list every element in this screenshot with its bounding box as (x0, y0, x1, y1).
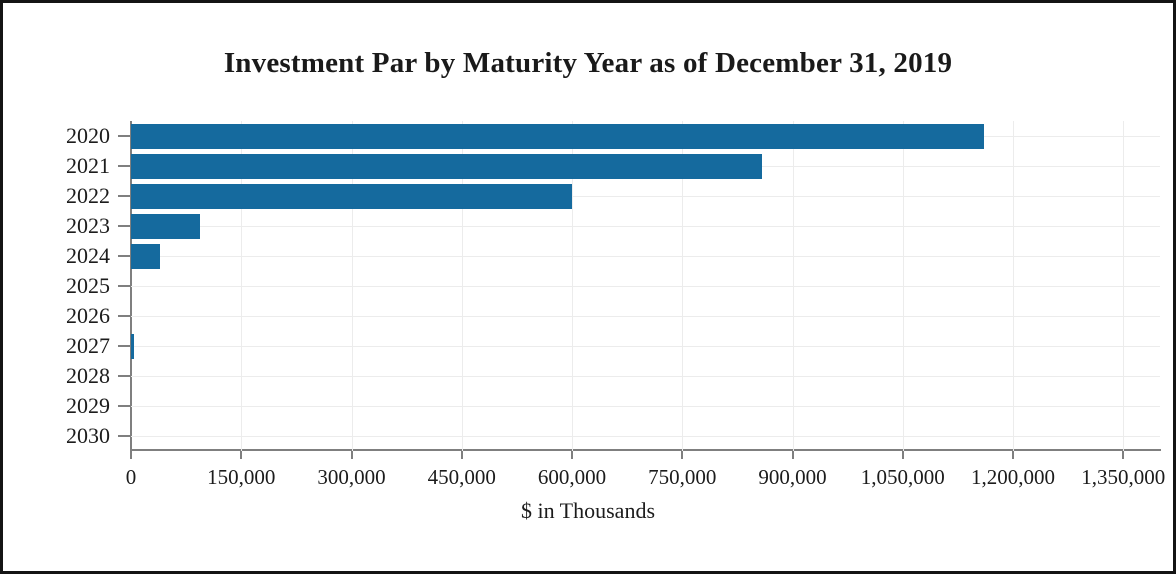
bar-2022 (131, 183, 572, 209)
y-axis-label: 2021 (66, 153, 110, 178)
bar-2024 (131, 243, 161, 269)
x-axis-tick-mark (1122, 451, 1125, 459)
y-axis-label: 2028 (66, 363, 110, 388)
y-axis-tick-mark (118, 165, 131, 167)
y-axis-label: 2030 (66, 423, 110, 448)
x-axis-tick-mark (791, 451, 794, 459)
horizontal-gridline (131, 316, 1160, 317)
horizontal-gridline (131, 256, 1160, 257)
horizontal-gridline (131, 346, 1160, 347)
x-axis-line (130, 449, 1161, 451)
y-axis-line (130, 121, 132, 453)
x-axis-title: $ in Thousands (520, 498, 656, 523)
bar-2020 (131, 123, 984, 149)
horizontal-gridline (131, 286, 1160, 287)
x-axis-tick-mark (571, 451, 573, 459)
plot-area: 0 150,000 300,000 450,000 600,000 750,000 900,… (66, 121, 1165, 489)
x-axis-tick-mark (901, 451, 904, 459)
x-axis-tick-label: 1,200,000 (971, 465, 1055, 489)
y-axis-tick-mark (118, 405, 131, 407)
y-axis-tick-mark (118, 225, 131, 227)
x-axis-tick-label: 150,000 (207, 465, 276, 489)
y-axis-label: 2029 (66, 393, 110, 418)
y-axis-tick-mark (118, 435, 131, 437)
y-axis-label: 2027 (66, 333, 110, 358)
y-axis-tick-mark (118, 315, 131, 317)
y-axis-tick-mark (118, 285, 131, 287)
y-axis-tick-mark (118, 345, 131, 347)
y-axis-label: 2022 (66, 183, 110, 208)
x-axis-tick-mark (681, 451, 684, 459)
y-axis-tick-mark (118, 195, 131, 197)
horizontal-gridline (131, 436, 1160, 437)
x-axis-tick-label: 450,000 (427, 465, 496, 489)
horizontal-gridline (131, 376, 1160, 377)
y-axis-tick-mark (118, 135, 131, 137)
y-axis-tick-mark (118, 375, 131, 377)
x-axis-tick-mark (240, 451, 243, 459)
x-axis-tick-mark (130, 451, 132, 459)
x-axis-tick-label: 1,050,000 (860, 465, 945, 489)
x-axis-tick-mark (350, 451, 353, 459)
y-axis-label: 2025 (66, 273, 110, 298)
bar-2021 (131, 153, 762, 179)
x-axis-tick-mark (1012, 451, 1014, 459)
x-axis-tick-mark (460, 451, 463, 459)
y-axis-label: 2024 (66, 243, 110, 268)
bar-2027 (131, 333, 134, 359)
x-axis-tick-label: 0 (125, 465, 137, 489)
bar-2023 (131, 213, 201, 239)
y-axis-tick-mark (118, 255, 131, 257)
x-axis-tick-label: 1,350,000 (1081, 465, 1166, 489)
horizontal-gridline (131, 406, 1160, 407)
y-axis-label: 2023 (66, 213, 110, 238)
horizontal-gridline (131, 226, 1160, 227)
chart-title: Investment Par by Maturity Year as of De… (223, 47, 953, 79)
y-axis-label: 2020 (66, 123, 110, 148)
horizontal-gridline (131, 196, 1160, 197)
x-axis-tick-label: 300,000 (317, 465, 386, 489)
x-axis-tick-label: 600,000 (537, 465, 607, 489)
y-axis-label: 2026 (66, 303, 110, 328)
x-axis-tick-label: 900,000 (758, 465, 827, 489)
x-axis-tick-label: 750,000 (648, 465, 717, 489)
